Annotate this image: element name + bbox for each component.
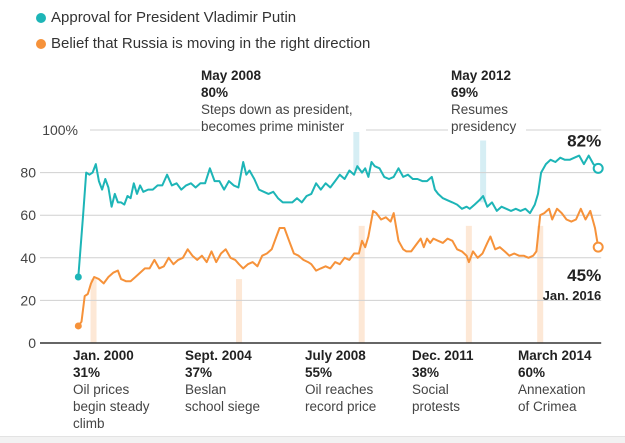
annotation-text-line: becomes prime minister [201,118,349,135]
annotation-date: July 2008 [305,348,366,363]
annotation-text-line: presidency [451,118,521,135]
annotation-dec-2011: Dec. 2011 38% Social protests [412,347,474,415]
annotation-text-line: Oil reaches [305,382,374,397]
end-point [592,162,604,174]
annotation-march-2014: March 2014 60% Annexation of Crimea [518,347,592,415]
event-highlight-bar [90,279,97,343]
legend-dot-belief-icon [36,39,46,49]
y-tick-label: 60 [20,207,36,223]
legend: Approval for President Vladimir Putin Be… [36,5,370,57]
annotation-date: May 2008 [201,68,262,83]
annotation-text-line: of Crimea [518,399,577,414]
start-point [74,322,82,330]
annotation-date: May 2012 [451,68,512,83]
legend-dot-approval-icon [36,13,46,23]
approval-line [77,154,599,278]
event-highlight-bar [537,225,544,343]
y-tick-label: 20 [20,292,36,308]
annotation-text-line: Oil prices [73,382,130,397]
annotation-may-2008: May 2008 80% Steps down as president, be… [201,67,353,135]
annotation-text-line: protests [412,399,461,414]
annotation-value: 38% [412,365,440,380]
y-tick-label: 100% [42,122,78,138]
legend-item-approval: Approval for President Vladimir Putin [36,5,370,31]
event-highlight-bar [358,225,365,343]
annotation-text-line: Social [412,382,449,397]
legend-item-belief: Belief that Russia is moving in the righ… [36,31,370,57]
annotation-value: 31% [73,365,101,380]
annotation-date: Dec. 2011 [412,348,474,363]
annotation-value: 80% [201,85,229,100]
end-label-belief: 45% [567,266,601,285]
bottom-divider [0,436,625,443]
annotation-value: 37% [185,365,213,380]
belief-line [77,207,600,327]
event-highlight-bar [236,279,243,343]
start-point [74,273,82,281]
annotation-text-line: Resumes [451,102,509,117]
annotation-sept-2004: Sept. 2004 37% Beslan school siege [185,347,260,415]
event-highlight-bar [353,132,360,171]
annotation-may-2012: May 2012 69% Resumes presidency [451,67,521,135]
end-label-date: Jan. 2016 [543,288,602,303]
event-highlight-bar [465,225,472,343]
annotation-text-line: Annexation [518,382,586,397]
annotation-value: 69% [451,85,479,100]
annotation-text-line: climb [73,416,105,431]
annotation-text-line: school siege [185,399,261,414]
y-tick-label: 0 [28,335,36,351]
annotation-value: 60% [518,365,546,380]
annotation-date: March 2014 [518,348,592,363]
annotation-july-2008: July 2008 55% Oil reaches record price [305,347,376,415]
end-label-approval: 82% [567,131,601,150]
annotation-date: Sept. 2004 [185,348,252,363]
annotation-date: Jan. 2000 [73,348,134,363]
event-highlight-bar [480,140,487,203]
legend-label-approval: Approval for President Vladimir Putin [51,9,297,26]
annotation-value: 55% [305,365,333,380]
annotation-text-line: begin steady [73,399,150,414]
annotation-text-line: Beslan [185,382,227,397]
annotation-jan-2000: Jan. 2000 31% Oil prices begin steady cl… [73,347,150,432]
legend-label-belief: Belief that Russia is moving in the righ… [51,35,371,52]
y-tick-label: 80 [20,165,36,181]
end-point [592,241,604,253]
annotation-text-line: Steps down as president, [201,102,353,117]
y-tick-label: 40 [20,250,36,266]
annotation-text-line: record price [305,399,377,414]
